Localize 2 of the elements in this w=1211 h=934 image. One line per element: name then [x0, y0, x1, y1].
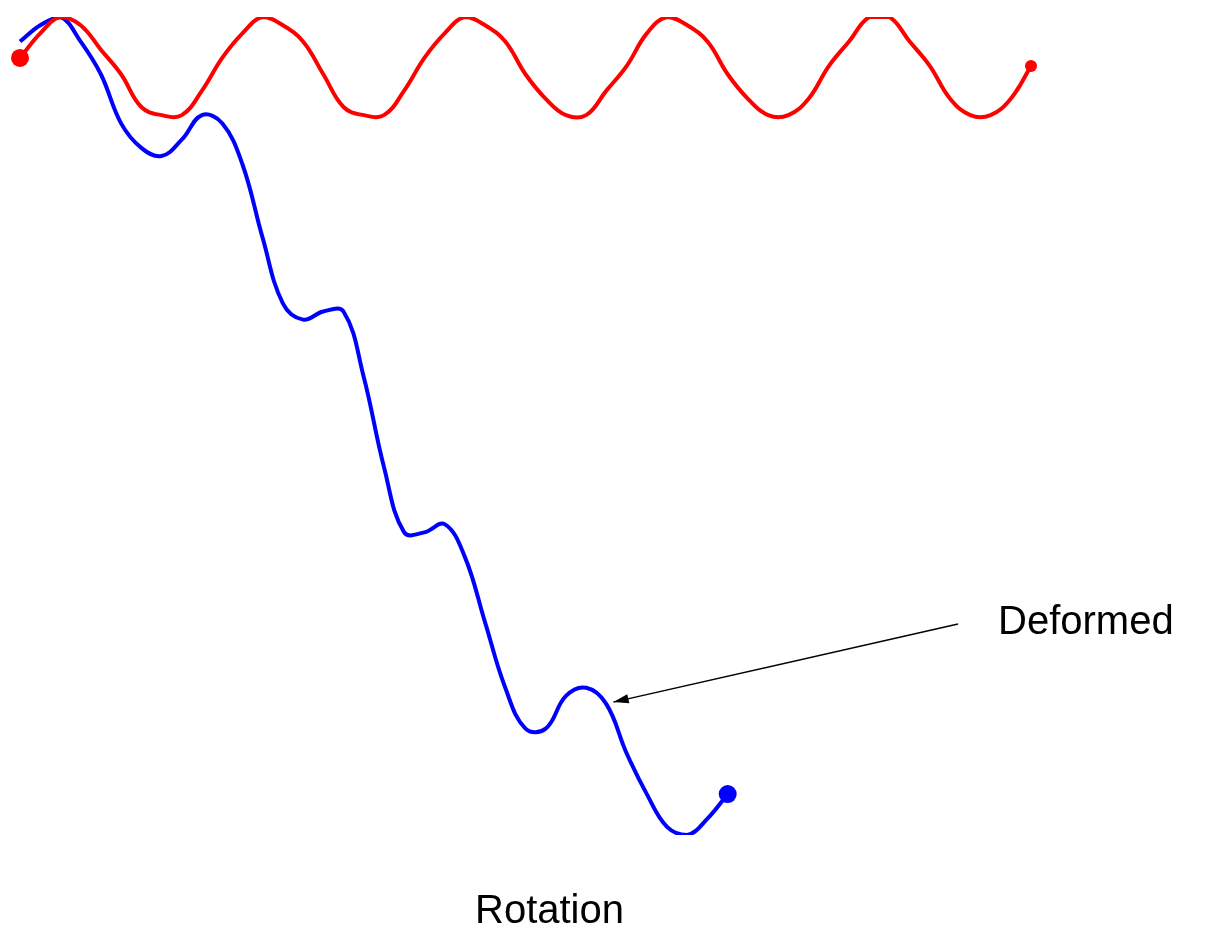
- x-axis-title: Rotation: [475, 887, 624, 932]
- annotation: Deformed: [998, 598, 1174, 643]
